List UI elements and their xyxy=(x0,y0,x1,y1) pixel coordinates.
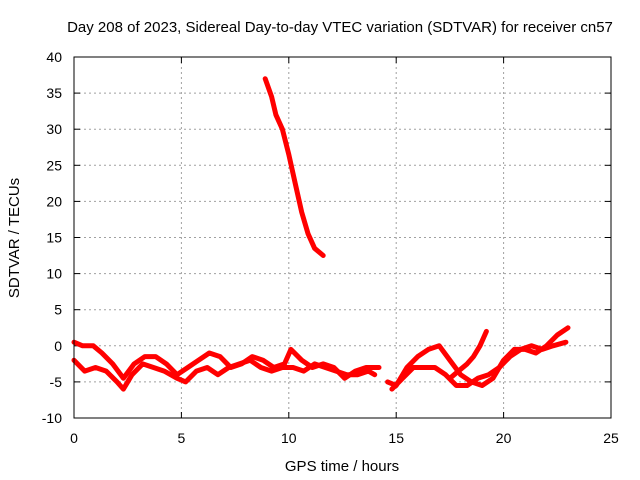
y-axis-label: SDTVAR / TECUs xyxy=(6,178,23,298)
y-tick-label: 10 xyxy=(46,266,62,282)
series-line-track-c xyxy=(389,339,569,392)
series-line-track-d xyxy=(385,325,571,388)
chart-title: Day 208 of 2023, Sidereal Day-to-day VTE… xyxy=(67,19,613,36)
y-tick-label: 0 xyxy=(54,338,62,354)
y-tick-label: 15 xyxy=(46,230,62,246)
series-line-track-f xyxy=(262,76,326,258)
y-tick-label: 25 xyxy=(46,157,62,173)
x-axis-label: GPS time / hours xyxy=(285,458,399,475)
y-tick-label: 35 xyxy=(46,85,62,101)
data-series xyxy=(71,76,571,392)
y-tick-label: 30 xyxy=(46,121,62,137)
series-line-track-a xyxy=(71,357,378,392)
y-tick-label: -5 xyxy=(50,374,63,390)
grid-lines xyxy=(74,57,611,418)
x-tick-label: 0 xyxy=(70,430,78,446)
x-tick-label: 10 xyxy=(281,430,297,446)
plot-frame xyxy=(73,56,612,419)
series-line-track-e xyxy=(447,328,489,381)
y-tick-label: 5 xyxy=(54,302,62,318)
y-tick-label: 40 xyxy=(46,49,62,65)
x-tick-label: 20 xyxy=(496,430,512,446)
x-tick-label: 15 xyxy=(388,430,404,446)
y-tick-label: 20 xyxy=(46,193,62,209)
series-line-track-b xyxy=(71,339,382,381)
y-tick-label: -10 xyxy=(42,410,62,426)
x-tick-label: 25 xyxy=(603,430,619,446)
x-tick-label: 5 xyxy=(178,430,186,446)
axis-ticks: 0 5 10 15 20 25 -10 -5 0 5 10 15 20 25 30 35 40 xyxy=(42,49,619,446)
